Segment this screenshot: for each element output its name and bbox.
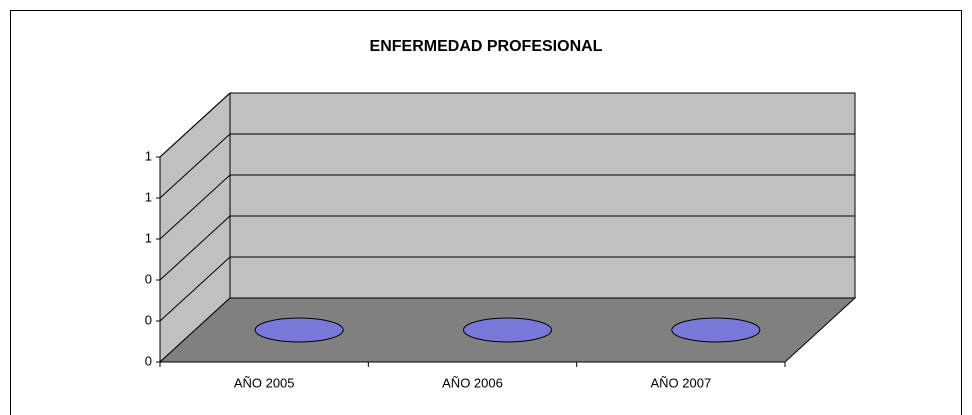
y-tick-label: 1 — [145, 230, 152, 245]
y-tick-label: 0 — [145, 312, 152, 327]
x-tick-label: AÑO 2005 — [234, 375, 295, 390]
y-tick-label: 0 — [145, 353, 152, 368]
back-wall — [229, 92, 856, 299]
x-tick-label: AÑO 2006 — [442, 375, 503, 390]
x-tick-label: AÑO 2007 — [650, 375, 711, 390]
cylinder-top — [254, 317, 344, 343]
grid-line — [159, 256, 855, 322]
grid-line — [159, 215, 855, 281]
cylinder-top — [671, 317, 761, 343]
y-tick-label: 0 — [145, 271, 152, 286]
grid-line — [159, 92, 855, 158]
y-tick-label: 1 — [145, 189, 152, 204]
cylinder-top — [463, 317, 552, 343]
y-tick-label: 1 — [145, 148, 152, 163]
grid-line — [159, 174, 855, 240]
chart-title: ENFERMEDAD PROFESIONAL — [370, 38, 603, 55]
grid-line — [159, 133, 855, 199]
